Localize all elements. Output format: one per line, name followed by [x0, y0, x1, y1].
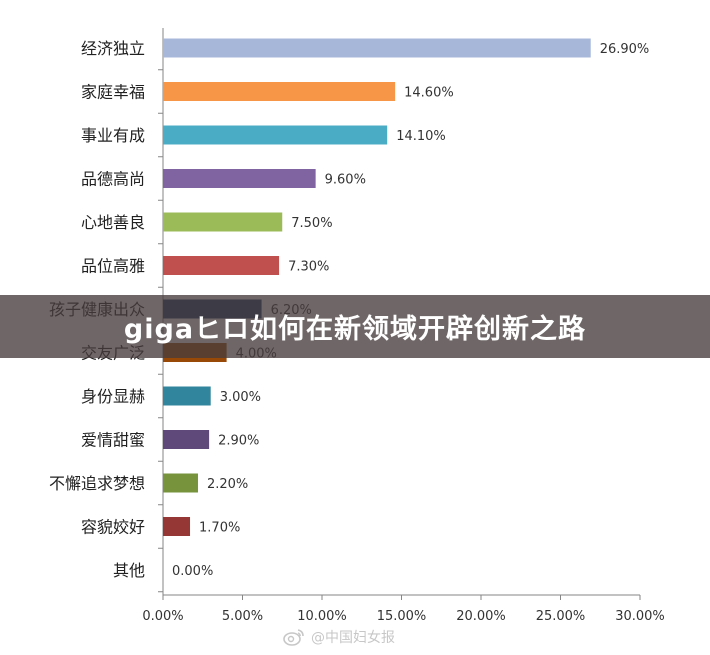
category-label: 经济独立	[81, 39, 145, 58]
weibo-icon	[283, 629, 304, 646]
bar	[163, 517, 191, 536]
bar	[163, 125, 388, 145]
bar	[163, 82, 396, 101]
category-label: 身份显赫	[81, 387, 145, 406]
bar	[163, 212, 283, 232]
category-label: 家庭幸福	[81, 83, 145, 102]
data-label: 2.90%	[218, 434, 259, 449]
category-label: 爱情甜蜜	[81, 431, 145, 450]
x-tick-label: 10.00%	[297, 609, 347, 624]
bar	[163, 38, 591, 58]
watermark-text: @中国妇女报	[311, 630, 395, 646]
x-tick-label: 20.00%	[456, 609, 506, 624]
bar	[163, 473, 198, 493]
category-label: 品位高雅	[81, 257, 145, 276]
x-tick-label: 30.00%	[615, 609, 665, 624]
category-label: 心地善良	[81, 213, 145, 232]
title-banner: gigaヒロ如何在新领域开辟创新之路	[0, 295, 710, 358]
data-label: 7.50%	[291, 216, 332, 231]
category-label: 不懈追求梦想	[49, 474, 145, 493]
category-label: 容貌姣好	[81, 518, 145, 537]
overlay-title: gigaヒロ如何在新领域开辟创新之路	[123, 314, 587, 345]
x-tick-label: 15.00%	[377, 609, 427, 624]
category-label: 其他	[113, 561, 145, 580]
bar	[163, 169, 316, 188]
watermark: @中国妇女报	[283, 626, 395, 648]
data-label: 0.00%	[172, 564, 213, 579]
bar	[163, 430, 210, 449]
bar	[163, 256, 280, 275]
data-label: 2.20%	[207, 477, 248, 492]
data-label: 3.00%	[220, 390, 261, 405]
data-label: 9.60%	[325, 173, 366, 188]
data-label: 7.30%	[288, 260, 329, 275]
x-tick-label: 5.00%	[222, 609, 263, 624]
x-tick-label: 25.00%	[536, 609, 586, 624]
category-label: 品德高尚	[81, 170, 145, 189]
data-label: 26.90%	[600, 42, 650, 57]
bar	[163, 386, 211, 406]
x-tick-label: 0.00%	[142, 609, 183, 624]
data-label: 14.60%	[404, 86, 454, 101]
data-label: 14.10%	[396, 129, 446, 144]
category-label: 事业有成	[81, 126, 145, 145]
data-label: 1.70%	[199, 521, 240, 536]
